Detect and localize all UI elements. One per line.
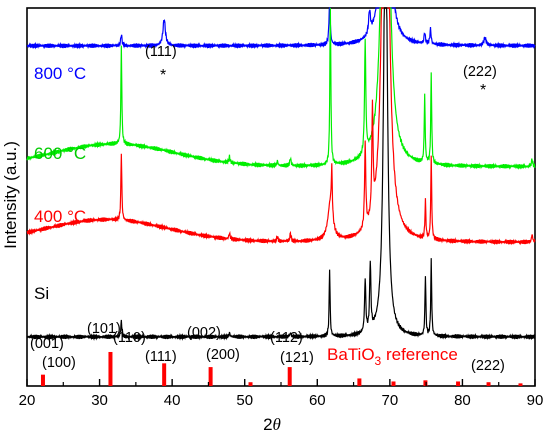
ref-label-001: (001) [30, 336, 64, 352]
x-tick-label-70: 70 [382, 392, 399, 409]
ref-label-110: (110) [113, 330, 146, 346]
reference-stick-8 [391, 381, 396, 386]
x-tick-label-20: 20 [19, 392, 36, 409]
reference-name-suffix: reference [381, 345, 458, 364]
series-label-600c: 600 °C [34, 144, 86, 163]
series-line-3 [26, 7, 536, 246]
reference-stick-5 [248, 382, 253, 386]
x-axis-title-theta: θ [273, 415, 281, 434]
reference-stick-2 [108, 351, 113, 386]
annotation-marker-222: * [480, 82, 486, 99]
annotation-label-222: (222) [463, 64, 497, 80]
reference-stick-4 [208, 367, 213, 386]
annotation-marker-111: * [160, 67, 166, 84]
x-axis-ticks: 20 30 40 50 60 70 80 90 [19, 379, 544, 409]
reference-name-base: BaTiO [327, 345, 375, 364]
ref-label-222: (222) [471, 358, 505, 374]
ref-label-111: (111) [145, 349, 177, 365]
x-tick-label-50: 50 [236, 392, 253, 409]
x-tick-label-40: 40 [164, 392, 181, 409]
x-tick-label-80: 80 [454, 392, 471, 409]
x-axis-title-number: 2 [263, 415, 272, 434]
series-label-si: Si [34, 284, 49, 303]
reference-stick-7 [357, 378, 362, 386]
y-axis-title: Intensity (a.u.) [1, 141, 20, 249]
reference-stick-12 [518, 383, 523, 386]
reference-stick-1 [40, 374, 45, 386]
ref-label-002: (002) [187, 325, 221, 341]
series-line-2 [26, 7, 536, 170]
reference-stick-11 [486, 382, 491, 386]
series-label-800c: 800 °C [34, 64, 86, 83]
reference-stick-6 [287, 367, 292, 386]
reference-sticks [40, 351, 523, 386]
ref-label-112: (112) [270, 330, 303, 346]
x-axis-title: 2θ [263, 415, 281, 434]
annotation-label-111: (111) [145, 44, 177, 60]
reference-legend: BaTiO3 reference [327, 345, 458, 368]
reference-stick-9 [423, 380, 428, 386]
series-line-4 [26, 7, 536, 341]
ref-label-101: (101) [87, 321, 121, 337]
series-layer [26, 7, 536, 341]
series-label-400c: 400 °C [34, 207, 86, 226]
series-line-1 [26, 7, 536, 50]
x-tick-label-30: 30 [91, 392, 108, 409]
x-tick-label-60: 60 [309, 392, 326, 409]
reference-name-sub: 3 [375, 354, 382, 368]
ref-label-100: (100) [42, 355, 76, 371]
reference-stick-3 [162, 363, 167, 386]
ref-label-121: (121) [280, 350, 314, 366]
ref-label-200: (200) [206, 347, 240, 363]
reference-stick-10 [456, 381, 461, 386]
x-tick-label-90: 90 [527, 392, 544, 409]
